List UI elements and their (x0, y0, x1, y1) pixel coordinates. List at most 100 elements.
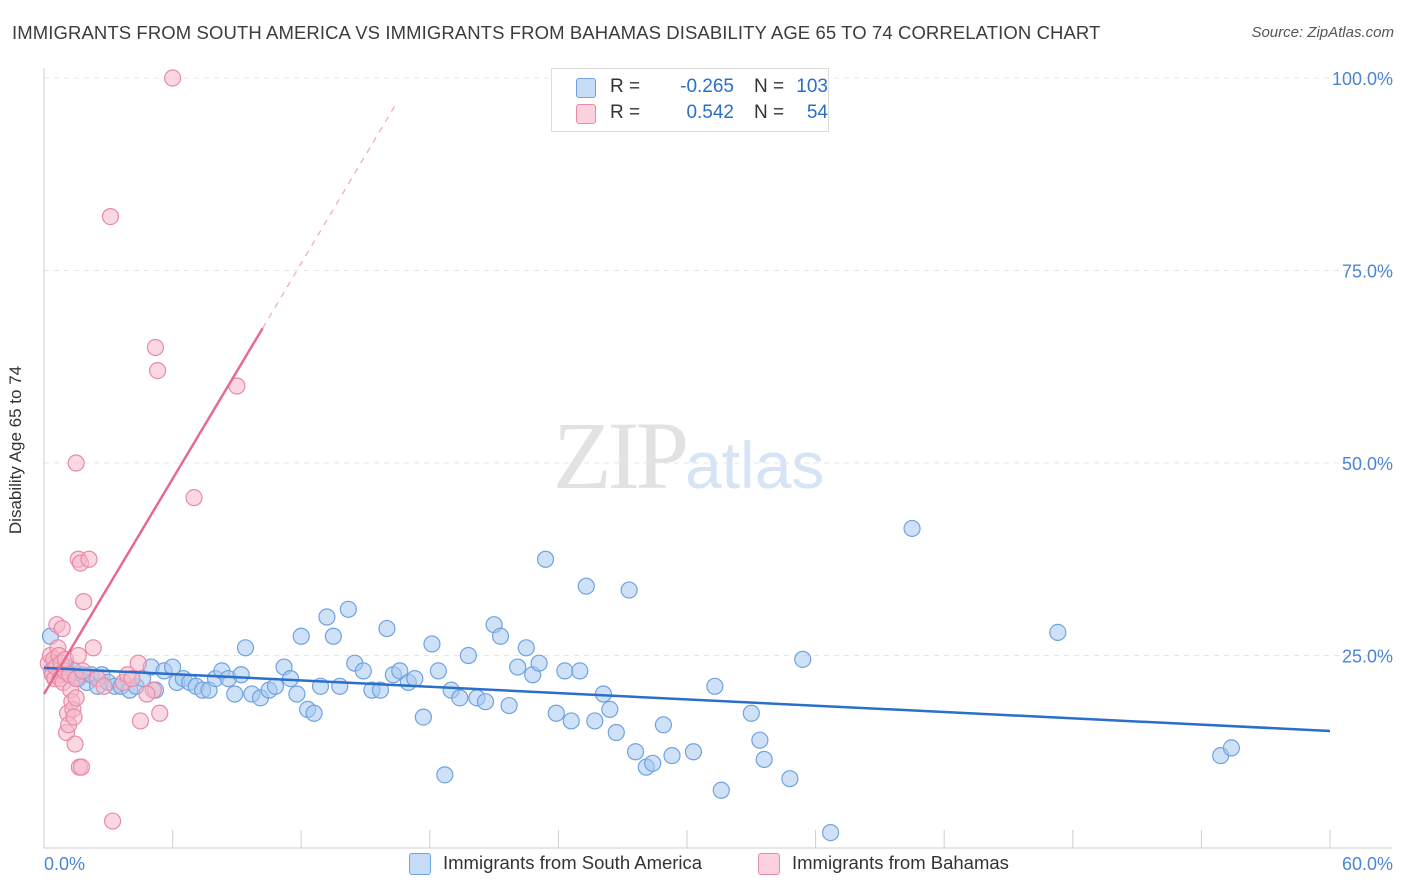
legend-swatch-bahamas (576, 104, 596, 124)
point-bahamas (123, 669, 141, 688)
point-south-america (601, 700, 619, 719)
point-bahamas (67, 454, 85, 472)
point-south-america (305, 704, 323, 722)
legend-n-label: N = (754, 102, 785, 123)
bottom-legend-swatch-south-america (409, 853, 431, 875)
point-bahamas (67, 689, 85, 707)
point-south-america (436, 766, 454, 784)
point-south-america (354, 662, 372, 680)
watermark-zip: ZIP (553, 402, 689, 509)
point-bahamas (103, 812, 122, 830)
point-south-america (781, 770, 799, 788)
point-south-america (684, 743, 703, 761)
legend-n-value: 103 (796, 76, 828, 97)
y-tick-label: 25.0% (1342, 647, 1393, 667)
point-bahamas (72, 758, 91, 776)
y-axis-label: Disability Age 65 to 74 (6, 365, 25, 535)
point-south-america (822, 823, 840, 842)
point-south-america (620, 581, 638, 599)
point-south-america (429, 662, 447, 680)
point-south-america (476, 693, 495, 711)
point-bahamas (75, 592, 93, 611)
point-south-america (331, 677, 349, 695)
point-bahamas (101, 208, 120, 226)
watermark: ZIPatlas (553, 400, 824, 511)
trend-line-bahamas (42, 327, 264, 695)
legend-r-value: -0.265 (680, 76, 734, 97)
point-bahamas (146, 338, 165, 357)
x-tick-label: 60.0% (1342, 854, 1393, 874)
point-south-america (586, 712, 604, 730)
point-south-america (547, 704, 565, 722)
point-south-america (339, 600, 357, 618)
point-south-america (236, 639, 255, 657)
chart-source: Source: ZipAtlas.com (1251, 24, 1394, 41)
point-south-america (536, 550, 555, 568)
point-south-america (530, 654, 548, 672)
point-south-america (414, 708, 432, 726)
point-bahamas (53, 619, 71, 638)
point-south-america (324, 627, 342, 645)
point-bahamas (80, 550, 98, 568)
correlation-legend: R = -0.265 N = 103 R = 0.542 N = 54 (551, 68, 829, 132)
point-south-america (391, 662, 409, 680)
point-south-america (706, 677, 724, 695)
point-south-america (712, 781, 730, 799)
point-bahamas (84, 639, 102, 657)
point-south-america (562, 712, 580, 730)
point-bahamas (148, 362, 167, 380)
trend-line-south-america (43, 666, 1331, 733)
point-bahamas (151, 704, 169, 722)
legend-r-value: 0.542 (686, 102, 734, 123)
point-south-america (755, 750, 773, 769)
x-tick-label: 0.0% (44, 854, 85, 874)
point-south-america (500, 696, 518, 715)
watermark-atlas: atlas (685, 428, 825, 502)
point-south-america (556, 662, 574, 680)
y-tick-label: 75.0% (1342, 262, 1393, 282)
point-south-america (378, 619, 396, 638)
point-south-america (451, 689, 469, 707)
point-south-america (626, 743, 645, 761)
point-south-america (491, 627, 510, 645)
point-bahamas (164, 69, 182, 87)
point-bahamas (95, 677, 113, 695)
point-south-america (423, 635, 441, 653)
trend-line-extension-bahamas (262, 100, 399, 329)
point-south-america (571, 662, 589, 680)
point-south-america (371, 681, 390, 699)
point-bahamas (129, 654, 147, 672)
chart-title: IMMIGRANTS FROM SOUTH AMERICA VS IMMIGRA… (12, 22, 1101, 43)
point-south-america (292, 627, 310, 645)
legend-swatch-south-america (576, 78, 596, 98)
point-south-america (1222, 739, 1241, 757)
point-south-america (288, 685, 306, 703)
point-south-america (654, 716, 673, 734)
point-bahamas (69, 646, 87, 665)
point-south-america (742, 704, 760, 722)
point-south-america (226, 685, 244, 703)
point-bahamas (66, 735, 84, 753)
point-south-america (663, 746, 681, 765)
point-south-america (232, 666, 250, 684)
y-tick-label: 50.0% (1342, 454, 1393, 474)
point-south-america (903, 519, 921, 538)
point-south-america (509, 658, 527, 676)
point-south-america (406, 669, 424, 688)
point-south-america (607, 723, 625, 742)
bottom-legend-swatch-bahamas (758, 853, 780, 875)
bottom-legend-label: Immigrants from South America (443, 852, 703, 873)
legend-n-value: 54 (806, 102, 828, 123)
point-south-america (318, 608, 336, 626)
point-south-america (644, 754, 662, 772)
point-south-america (794, 650, 812, 668)
point-bahamas (185, 489, 203, 507)
bottom-legend-label: Immigrants from Bahamas (792, 852, 1009, 873)
legend-r-label: R = (610, 102, 641, 123)
point-south-america (517, 639, 535, 657)
point-south-america (459, 646, 477, 665)
point-bahamas (65, 708, 83, 726)
point-south-america (751, 731, 769, 749)
legend-r-label: R = (610, 76, 641, 97)
